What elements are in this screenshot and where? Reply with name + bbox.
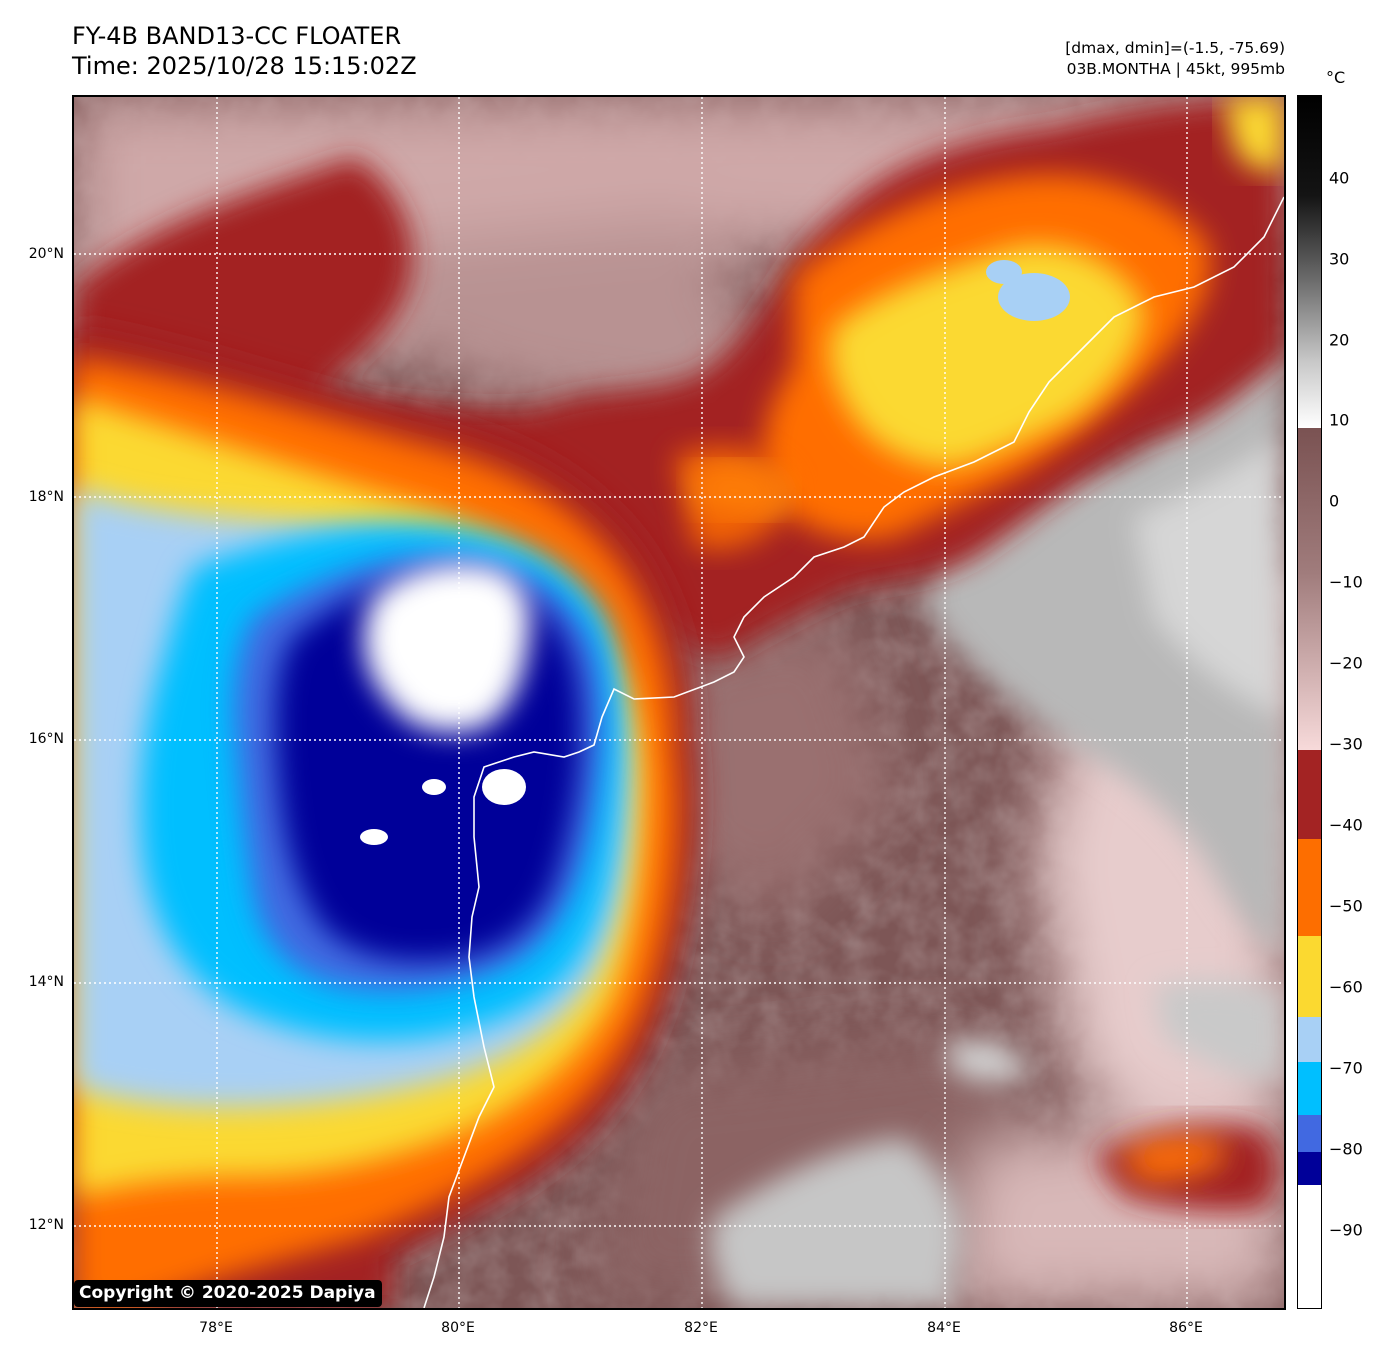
lon-label-86e: 86°E bbox=[1169, 1320, 1203, 1336]
lat-label-12n: 12°N bbox=[28, 1217, 64, 1233]
southeast-cloud-patch bbox=[1094, 1123, 1278, 1212]
northern-cold-cloud-band bbox=[74, 97, 1284, 657]
title-line-2: Time: 2025/10/28 15:15:02Z bbox=[72, 52, 417, 80]
lon-label-78e: 78°E bbox=[199, 1320, 233, 1336]
lon-label-80e: 80°E bbox=[441, 1320, 475, 1336]
title-line-1: FY-4B BAND13-CC FLOATER bbox=[72, 22, 402, 50]
storm-cloud-shield bbox=[74, 327, 698, 1308]
colorbar-tick-minus10: −10 bbox=[1329, 572, 1363, 592]
copyright-label: Copyright © 2020-2025 Dapiya bbox=[74, 1280, 382, 1307]
map-gridlines bbox=[74, 97, 1284, 1308]
colorbar-tick-minus90: −90 bbox=[1329, 1220, 1363, 1240]
lat-label-20n: 20°N bbox=[28, 246, 64, 262]
colorbar-tick-10: 10 bbox=[1329, 410, 1350, 430]
colorbar-tick-0: 0 bbox=[1329, 491, 1340, 511]
gray-warm-clouds bbox=[710, 337, 1284, 1308]
colorbar bbox=[1297, 95, 1322, 1309]
colorbar-tick-20: 20 bbox=[1329, 330, 1350, 350]
storm-text: 03B.MONTHA | 45kt, 995mb bbox=[1066, 60, 1285, 78]
colorbar-tick-minus80: −80 bbox=[1329, 1139, 1363, 1159]
lon-label-82e: 82°E bbox=[684, 1320, 718, 1336]
colorbar-unit: °C bbox=[1326, 68, 1346, 87]
colorbar-tick-minus60: −60 bbox=[1329, 977, 1363, 997]
lon-label-84e: 84°E bbox=[927, 1320, 961, 1336]
coastline bbox=[423, 196, 1284, 1308]
colorbar-tick-minus40: −40 bbox=[1329, 815, 1363, 835]
colorbar-tick-minus20: −20 bbox=[1329, 653, 1363, 673]
range-text: [dmax, dmin]=(-1.5, -75.69) bbox=[1065, 39, 1285, 57]
colorbar-tick-minus50: −50 bbox=[1329, 896, 1363, 916]
colorbar-tick-40: 40 bbox=[1329, 168, 1350, 188]
colorbar-tick-minus70: −70 bbox=[1329, 1058, 1363, 1078]
map-imagery bbox=[74, 97, 1284, 1308]
lat-label-14n: 14°N bbox=[28, 974, 64, 990]
lat-label-16n: 16°N bbox=[28, 731, 64, 747]
colorbar-tick-30: 30 bbox=[1329, 249, 1350, 269]
colorbar-tick-minus30: −30 bbox=[1329, 734, 1363, 754]
colorbar-swatches bbox=[1298, 96, 1321, 1308]
satellite-map[interactable] bbox=[72, 95, 1286, 1310]
lat-label-18n: 18°N bbox=[28, 489, 64, 505]
